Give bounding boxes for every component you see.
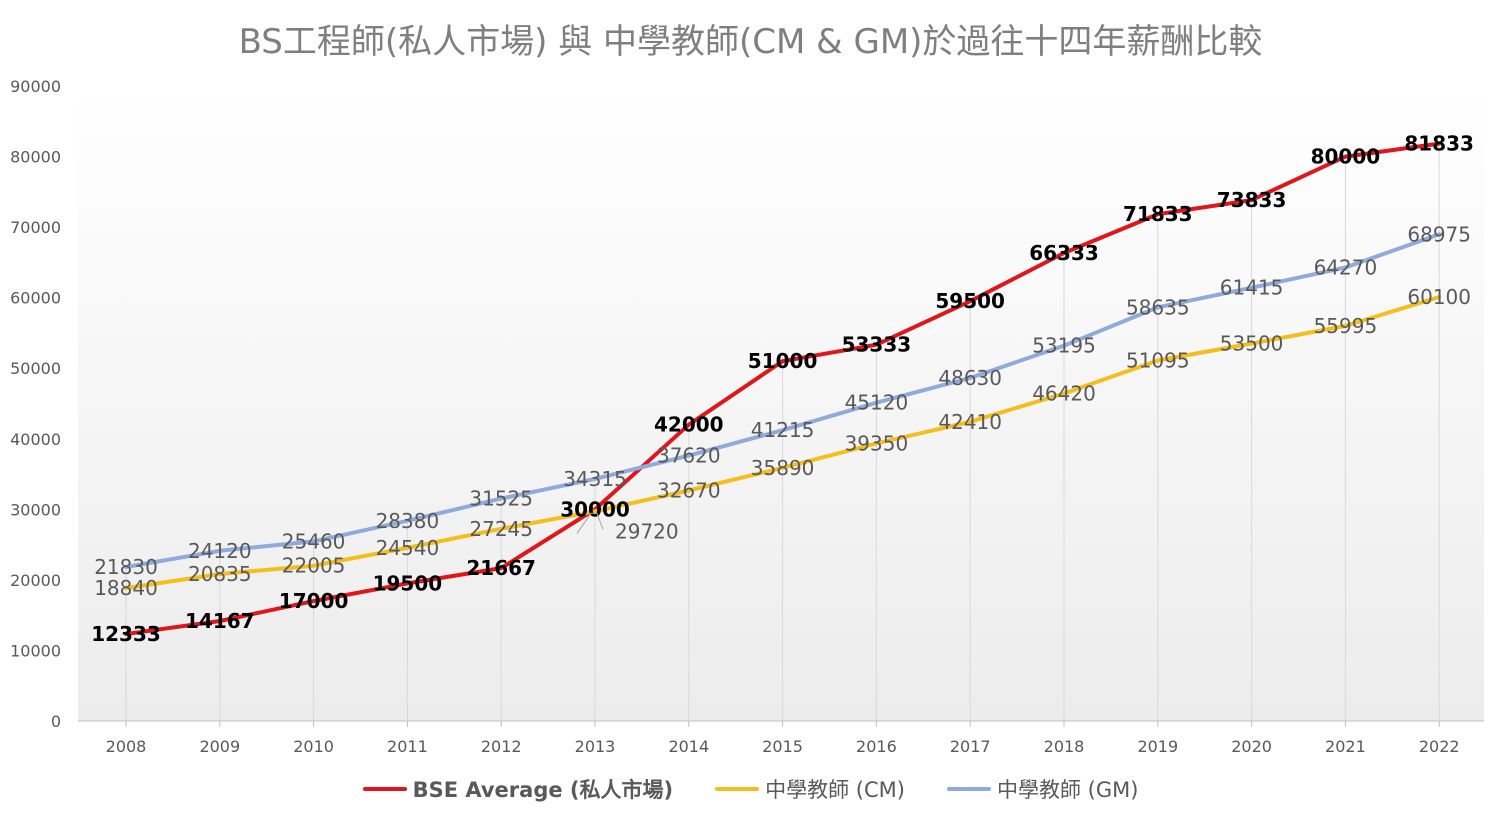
data-label-s2-2021: 64270 [1314,256,1378,280]
x-tick-label: 2021 [1325,737,1366,756]
y-tick-label: 10000 [10,641,61,660]
data-label-s1-2012: 27245 [469,517,533,541]
data-label-s1-2009: 20835 [188,562,252,586]
data-label-s0-2019: 71833 [1123,202,1193,226]
data-label-s2-2013: 34315 [563,467,627,491]
data-label-s0-2012: 21667 [466,556,536,580]
data-label-s2-2018: 53195 [1032,334,1096,358]
gridlines [125,143,1440,721]
series-line-0 [124,141,1442,636]
data-labels: 12333 14167 17000 19500 21667 30000 42000 51000… [91,132,1474,646]
legend-label-cm: 中學教師 (CM) [765,778,905,802]
data-label-s0-2010: 17000 [279,589,349,613]
data-label-s0-2009: 14167 [185,609,255,633]
legend-item-gm: 中學教師 (GM) [946,774,1139,804]
data-label-s0-2022: 81833 [1404,132,1474,156]
y-tick-label: 0 [51,712,61,731]
data-label-s2-2010: 25460 [282,529,346,553]
x-tick-label: 2017 [950,737,991,756]
y-tick-label: 20000 [10,571,61,590]
data-label-s1-2008: 18840 [94,576,158,600]
data-label-s0-2021: 80000 [1311,145,1381,169]
x-tick-label: 2014 [668,737,709,756]
data-label-s2-2011: 28380 [376,509,440,533]
data-label-s1-2010: 22005 [282,554,346,578]
legend-swatch-cm [715,787,760,791]
data-label-s0-2013: 30000 [560,497,630,521]
data-label-s0-2017: 59500 [935,289,1005,313]
series-line-1 [124,295,1442,591]
legend-swatch-gm [946,787,991,791]
data-label-s0-2015: 51000 [748,349,818,373]
x-tick-label: 2020 [1231,737,1272,756]
data-label-s1-2019: 51095 [1126,348,1190,372]
legend: BSE Average (私人市場) 中學教師 (CM) 中學教師 (GM) [0,774,1501,804]
x-tick-label: 2008 [106,737,147,756]
data-label-s1-2015: 35890 [751,456,815,480]
data-label-s0-2020: 73833 [1217,188,1287,212]
y-tick-label: 40000 [10,430,61,449]
data-label-s2-2008: 21830 [94,555,158,579]
legend-swatch-bse [362,787,407,791]
data-label-s1-2021: 55995 [1314,314,1378,338]
legend-label-bse: BSE Average (私人市場) [412,778,674,802]
data-label-s1-2014: 32670 [657,478,721,502]
data-label-s1-2017: 42410 [938,410,1002,434]
legend-label-gm: 中學教師 (GM) [996,778,1139,802]
data-label-s2-2017: 48630 [938,366,1002,390]
series-lines [124,141,1442,636]
data-label-s1-2018: 46420 [1032,381,1096,405]
x-tick-label: 2013 [575,737,616,756]
y-tick-label: 70000 [10,218,61,237]
y-tick-label: 60000 [10,289,61,308]
x-tick-label: 2009 [199,737,240,756]
x-tick-label: 2019 [1137,737,1178,756]
x-tick-label: 2018 [1044,737,1085,756]
data-label-s0-2016: 53333 [842,333,912,357]
x-tick-label: 2022 [1419,737,1460,756]
data-label-s2-2015: 41215 [751,418,815,442]
y-tick-label: 90000 [10,77,61,96]
data-label-s2-2014: 37620 [657,444,721,468]
x-tick-label: 2010 [293,737,334,756]
data-label-s2-2019: 58635 [1126,295,1190,319]
axes: 2008 2009 2010 2011 2012 2013 2014 2015 2016 2017… [10,77,1484,756]
data-label-s2-2012: 31525 [469,487,533,511]
legend-item-cm: 中學教師 (CM) [715,774,905,804]
y-tick-label: 80000 [10,148,61,167]
plot-area [78,86,1484,721]
data-label-s2-2009: 24120 [188,539,252,563]
chart-title: BS工程師(私人市場) 與 中學教師(CM & GM)於過往十四年薪酬比較 [238,22,1263,62]
y-tick-label: 50000 [10,359,61,378]
data-label-s0-2018: 66333 [1029,241,1099,265]
data-label-s1-2011: 24540 [376,536,440,560]
x-tick-label: 2011 [387,737,428,756]
data-label-s0-2014: 42000 [654,413,724,437]
data-label-s1-2013: 29720 [615,519,679,543]
data-label-s0-2008: 12333 [91,622,161,646]
legend-item-bse: BSE Average (私人市場) [362,774,674,804]
data-label-s2-2016: 45120 [845,391,909,415]
x-tick-label: 2012 [481,737,522,756]
data-label-s1-2020: 53500 [1220,332,1284,356]
y-tick-label: 30000 [10,500,61,519]
x-tick-label: 2016 [856,737,897,756]
data-label-s2-2022: 68975 [1407,222,1471,246]
data-label-s2-2020: 61415 [1220,276,1284,300]
data-label-s1-2022: 60100 [1407,285,1471,309]
data-label-s1-2016: 39350 [845,431,909,455]
label-leader-line [576,512,604,534]
series-line-2 [124,232,1442,569]
data-label-s0-2011: 19500 [373,571,443,595]
x-tick-label: 2015 [762,737,803,756]
